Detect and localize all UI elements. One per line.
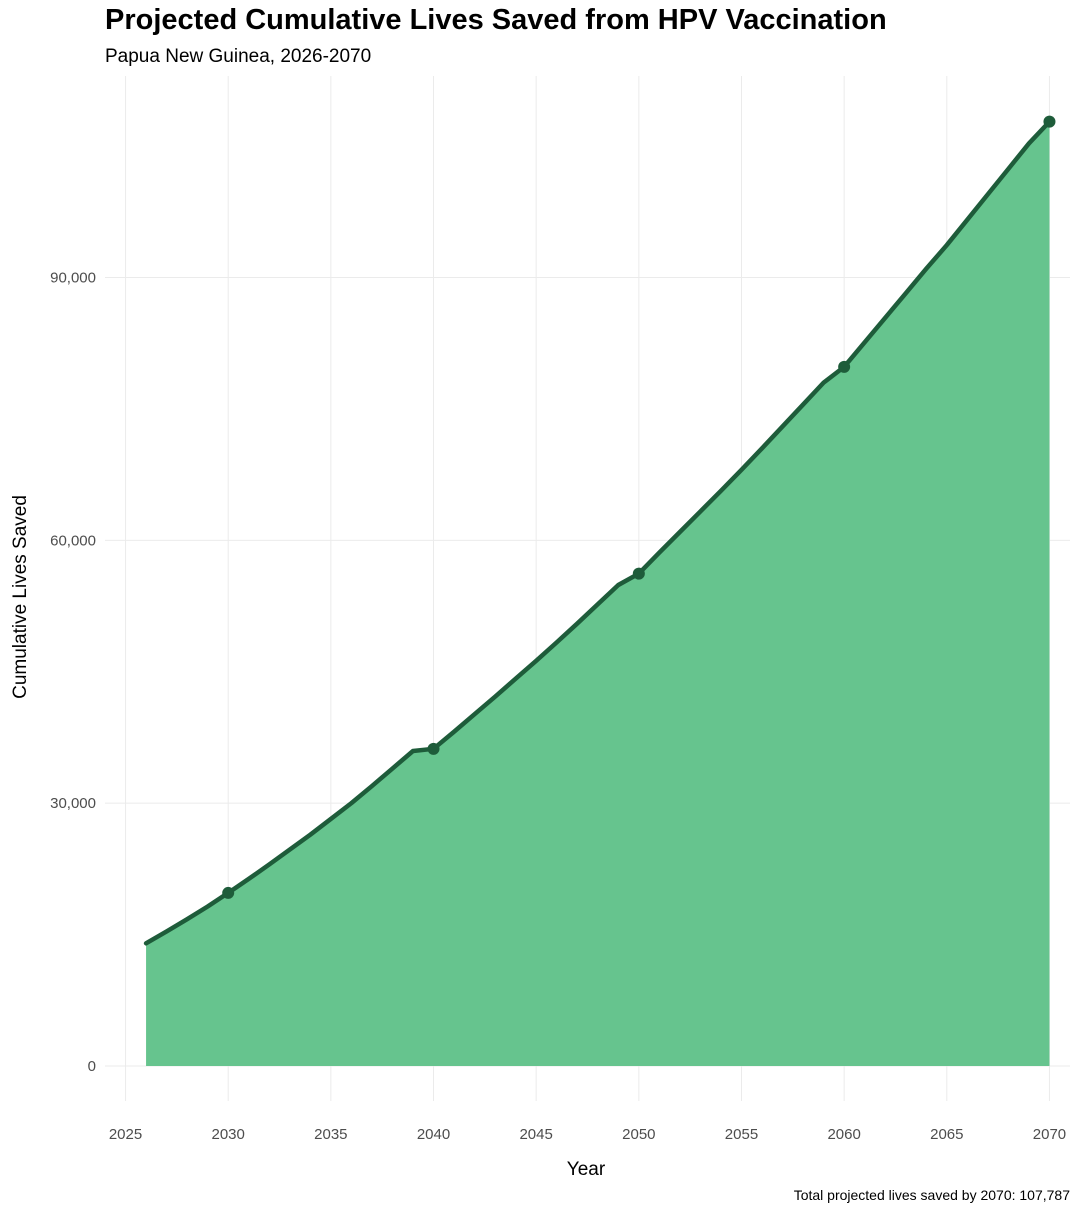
chart-title: Projected Cumulative Lives Saved from HP… xyxy=(105,4,887,36)
x-tick-label: 2060 xyxy=(827,1126,860,1143)
y-tick-label: 90,000 xyxy=(50,269,96,286)
y-tick-label: 60,000 xyxy=(50,532,96,549)
x-tick-label: 2040 xyxy=(417,1126,450,1143)
series-area xyxy=(146,121,1050,1066)
data-point xyxy=(1043,115,1056,128)
data-point xyxy=(632,567,645,580)
y-tick-label: 30,000 xyxy=(50,795,96,812)
data-point xyxy=(838,360,851,373)
y-tick-label: 0 xyxy=(88,1058,96,1075)
y-axis-title: Cumulative Lives Saved xyxy=(10,495,31,699)
x-tick-label: 2030 xyxy=(212,1126,245,1143)
x-tick-label: 2035 xyxy=(314,1126,347,1143)
data-point xyxy=(427,742,440,755)
line-layer xyxy=(143,119,1052,946)
data-point xyxy=(222,886,235,899)
x-axis-title: Year xyxy=(567,1159,606,1180)
x-tick-label: 2065 xyxy=(930,1126,963,1143)
chart-subtitle: Papua New Guinea, 2026-2070 xyxy=(105,46,372,67)
chart-caption: Total projected lives saved by 2070: 107… xyxy=(793,1187,1070,1203)
x-tick-label: 2055 xyxy=(725,1126,758,1143)
area-layer xyxy=(146,121,1050,1066)
tick-labels: 2025 2030 2035 2040 2045 2050 2055 2060 2065 2070… xyxy=(50,269,1066,1143)
series-line xyxy=(143,119,1052,946)
x-tick-label: 2045 xyxy=(519,1126,552,1143)
x-tick-label: 2050 xyxy=(622,1126,655,1143)
marker-layer xyxy=(222,115,1056,899)
x-tick-label: 2025 xyxy=(109,1126,142,1143)
x-tick-label: 2070 xyxy=(1033,1126,1066,1143)
